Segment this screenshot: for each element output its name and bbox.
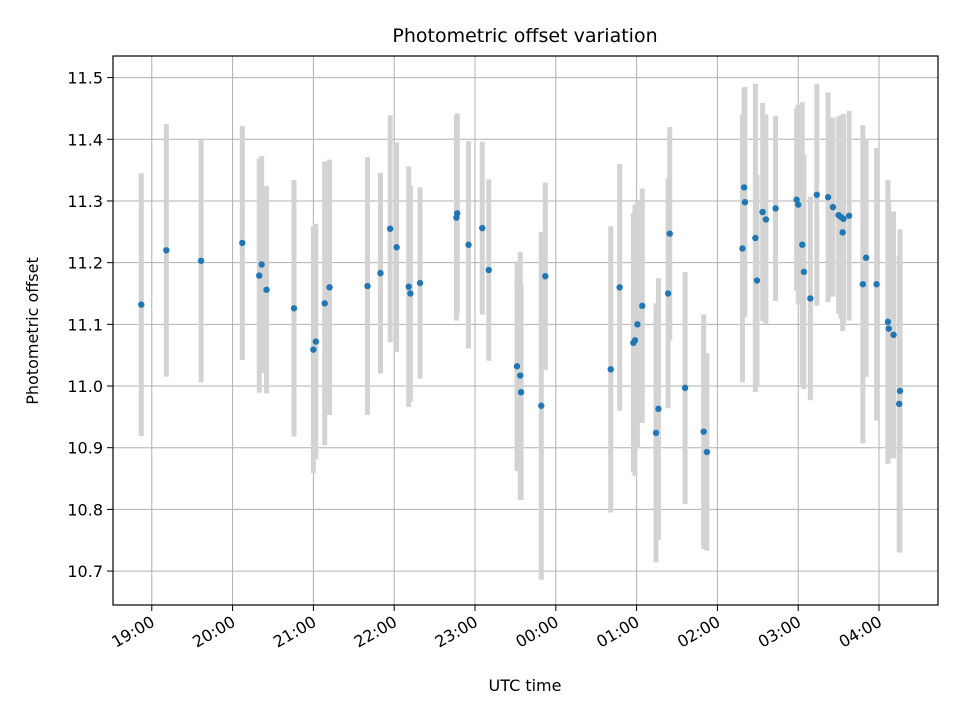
grid-lines bbox=[113, 56, 938, 605]
data-point bbox=[538, 402, 545, 409]
y-tick-label: 11.2 bbox=[67, 254, 103, 273]
data-point bbox=[639, 302, 646, 310]
data-point bbox=[513, 363, 521, 370]
data-point bbox=[793, 196, 800, 203]
data-point bbox=[862, 254, 870, 261]
y-tick-label: 10.8 bbox=[67, 500, 103, 519]
data-point bbox=[416, 279, 424, 287]
data-point bbox=[631, 337, 639, 344]
y-tick-label: 10.9 bbox=[67, 439, 103, 458]
data-point bbox=[517, 388, 525, 396]
data-point bbox=[479, 224, 486, 232]
data-point bbox=[258, 261, 265, 268]
data-point bbox=[741, 198, 749, 206]
y-tick-label: 11.1 bbox=[67, 315, 103, 334]
data-point bbox=[753, 277, 761, 284]
data-point bbox=[762, 216, 770, 223]
data-point bbox=[845, 212, 853, 219]
x-axis-label: UTC time bbox=[489, 676, 562, 695]
y-axis-ticks: 10.7 10.8 10.9 11.0 11.1 11.2 11.3 11.4 11.5 bbox=[67, 69, 113, 581]
data-point bbox=[752, 234, 759, 242]
plot-frame bbox=[112, 55, 939, 606]
y-tick-label: 11.3 bbox=[67, 192, 103, 211]
data-point bbox=[700, 428, 707, 435]
data-point bbox=[703, 448, 711, 456]
data-point bbox=[634, 321, 641, 328]
data-point bbox=[326, 284, 333, 291]
data-point bbox=[310, 346, 317, 353]
y-tick-label: 11.4 bbox=[67, 130, 103, 149]
data-point bbox=[652, 429, 660, 437]
data-point bbox=[884, 318, 892, 326]
data-point bbox=[465, 241, 472, 248]
data-point bbox=[407, 290, 414, 297]
y-tick-label: 10.7 bbox=[67, 562, 103, 581]
data-point bbox=[163, 247, 170, 254]
data-point bbox=[800, 268, 808, 276]
data-point bbox=[290, 305, 298, 312]
data-point bbox=[542, 273, 549, 280]
data-point bbox=[824, 194, 832, 201]
y-axis-label: Photometric offset bbox=[23, 257, 42, 405]
data-point bbox=[890, 331, 897, 339]
data-point bbox=[312, 338, 320, 345]
data-point bbox=[873, 281, 880, 288]
data-points bbox=[138, 184, 904, 456]
data-point bbox=[138, 301, 145, 308]
data-point bbox=[829, 203, 837, 211]
data-point bbox=[739, 245, 746, 252]
data-point bbox=[386, 225, 394, 232]
data-point bbox=[263, 286, 270, 293]
data-point bbox=[896, 387, 904, 395]
data-point bbox=[393, 244, 400, 251]
data-point bbox=[664, 290, 672, 297]
data-point bbox=[807, 295, 814, 302]
data-point bbox=[840, 215, 847, 223]
data-point bbox=[364, 282, 371, 290]
y-tick-label: 11.0 bbox=[67, 377, 103, 396]
data-point bbox=[859, 281, 867, 288]
chart-title: Photometric offset variation bbox=[392, 25, 657, 47]
data-point bbox=[813, 191, 820, 198]
data-point bbox=[740, 184, 748, 191]
data-point bbox=[799, 241, 806, 248]
data-point bbox=[839, 229, 846, 236]
data-point bbox=[485, 266, 492, 274]
data-point bbox=[795, 201, 802, 208]
data-point bbox=[896, 400, 903, 408]
data-point bbox=[256, 272, 263, 279]
data-point bbox=[377, 269, 384, 277]
data-point bbox=[666, 230, 673, 237]
y-tick-label: 11.5 bbox=[67, 69, 103, 88]
data-point bbox=[681, 384, 689, 392]
data-point bbox=[454, 210, 461, 217]
data-point bbox=[607, 366, 614, 373]
data-point bbox=[239, 239, 246, 247]
data-point bbox=[321, 300, 328, 307]
data-point bbox=[616, 284, 623, 291]
data-point bbox=[655, 405, 662, 413]
data-point bbox=[405, 283, 412, 290]
data-point bbox=[517, 372, 524, 379]
data-point bbox=[772, 205, 779, 212]
data-point bbox=[885, 325, 892, 332]
data-point bbox=[197, 257, 205, 264]
data-point bbox=[759, 208, 766, 216]
